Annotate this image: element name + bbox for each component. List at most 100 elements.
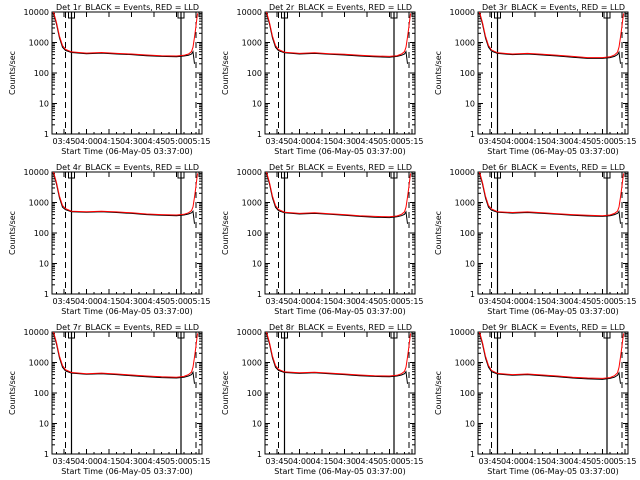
panel-7: Det 7r_BLACK = Events, RED = LLD 1 10 100 10… — [8, 323, 211, 476]
panel-1: Det 1r_BLACK = Events, RED = LLD 1 10 100 10… — [8, 3, 211, 156]
segment-marker — [494, 332, 501, 339]
x-tick-label: 04:15 — [97, 457, 120, 466]
y-tick-label: 100 — [247, 389, 262, 398]
panel-title: Det 9r_BLACK = Events, RED = LLD — [482, 323, 625, 332]
x-axis-label: Start Time (06-May-05 03:37:00) — [61, 147, 192, 156]
panel-title: Det 2r_BLACK = Events, RED = LLD — [269, 3, 412, 12]
y-tick-label: 10000 — [450, 168, 475, 177]
series-line-lld — [266, 332, 411, 377]
x-tick-label: 05:00 — [378, 137, 401, 146]
y-tick-label: 1 — [44, 450, 49, 459]
y-tick-label: 100 — [460, 69, 475, 78]
x-tick-label: 05:00 — [591, 457, 614, 466]
x-tick-label: 04:15 — [97, 137, 120, 146]
y-tick-label: 10 — [252, 260, 262, 269]
segment-marker — [390, 172, 398, 179]
x-tick-label: 05:15 — [187, 297, 210, 306]
y-tick-label: 10000 — [237, 168, 262, 177]
x-tick-label: 05:00 — [165, 457, 188, 466]
x-tick-label: 04:45 — [355, 137, 378, 146]
x-tick-label: 04:45 — [142, 297, 165, 306]
series-line-lld — [53, 172, 198, 216]
segment-marker — [390, 12, 398, 19]
series-line-lld — [266, 172, 411, 218]
x-tick-label: 04:15 — [523, 457, 546, 466]
x-tick-label: 05:15 — [613, 457, 636, 466]
y-axis-label: Counts/sec — [221, 371, 230, 415]
panel-title: Det 6r_BLACK = Events, RED = LLD — [482, 163, 625, 172]
segment-marker — [281, 12, 288, 19]
series-line-lld — [53, 12, 198, 57]
x-axis-label: Start Time (06-May-05 03:37:00) — [487, 467, 618, 476]
panel-title: Det 4r_BLACK = Events, RED = LLD — [56, 163, 199, 172]
panel-title: Det 5r_BLACK = Events, RED = LLD — [269, 163, 412, 172]
x-tick-label: 04:30 — [120, 297, 143, 306]
y-tick-label: 1 — [470, 290, 475, 299]
y-axis-label: Counts/sec — [221, 211, 230, 255]
series-line-events — [53, 173, 195, 224]
y-tick-label: 1000 — [242, 359, 262, 368]
segment-marker — [68, 12, 75, 19]
y-tick-label: 1 — [44, 130, 49, 139]
y-tick-label: 10000 — [237, 8, 262, 17]
x-tick-label: 04:15 — [310, 137, 333, 146]
x-tick-label: 04:15 — [523, 137, 546, 146]
y-tick-label: 1000 — [242, 199, 262, 208]
x-tick-label: 04:00 — [288, 457, 311, 466]
y-axis-label: Counts/sec — [221, 51, 230, 95]
x-tick-label: 04:30 — [333, 137, 356, 146]
x-tick-label: 03:45 — [478, 137, 501, 146]
y-tick-label: 1000 — [242, 39, 262, 48]
x-tick-label: 05:15 — [613, 137, 636, 146]
y-tick-label: 100 — [34, 229, 49, 238]
x-tick-label: 04:15 — [310, 457, 333, 466]
y-axis-label: Counts/sec — [434, 211, 443, 255]
x-axis-label: Start Time (06-May-05 03:37:00) — [274, 467, 405, 476]
y-tick-label: 1 — [257, 290, 262, 299]
panel-title: Det 1r_BLACK = Events, RED = LLD — [56, 3, 199, 12]
x-tick-label: 04:30 — [546, 297, 569, 306]
x-tick-label: 04:45 — [568, 457, 591, 466]
x-tick-label: 04:00 — [501, 297, 524, 306]
panel-title: Det 7r_BLACK = Events, RED = LLD — [56, 323, 199, 332]
y-tick-label: 100 — [247, 69, 262, 78]
y-axis-label: Counts/sec — [8, 211, 17, 255]
series-line-events — [53, 333, 195, 384]
series-line-lld — [53, 332, 198, 378]
x-axis-label: Start Time (06-May-05 03:37:00) — [274, 307, 405, 316]
x-tick-label: 04:00 — [75, 137, 98, 146]
x-tick-label: 04:30 — [546, 457, 569, 466]
x-tick-label: 03:45 — [52, 297, 75, 306]
series-line-events — [266, 173, 408, 224]
y-tick-label: 10000 — [450, 8, 475, 17]
plot-frame — [477, 331, 629, 455]
x-tick-label: 04:45 — [568, 297, 591, 306]
plot-frame — [264, 171, 416, 295]
series-line-lld — [266, 12, 411, 57]
x-tick-label: 04:45 — [355, 297, 378, 306]
segment-marker — [281, 332, 288, 339]
x-tick-label: 05:00 — [378, 297, 401, 306]
plot-frame — [477, 171, 629, 295]
x-tick-label: 04:30 — [120, 137, 143, 146]
x-tick-label: 05:00 — [591, 297, 614, 306]
x-tick-label: 04:45 — [142, 457, 165, 466]
x-tick-label: 04:15 — [97, 297, 120, 306]
panel-9: Det 9r_BLACK = Events, RED = LLD 1 10 100 10… — [434, 323, 637, 476]
panel-3: Det 3r_BLACK = Events, RED = LLD 1 10 100 10… — [434, 3, 637, 156]
y-tick-label: 100 — [460, 229, 475, 238]
x-tick-label: 04:30 — [546, 137, 569, 146]
y-tick-label: 1000 — [29, 39, 49, 48]
segment-marker — [177, 12, 185, 19]
x-tick-label: 03:45 — [52, 137, 75, 146]
x-tick-label: 05:00 — [165, 297, 188, 306]
panel-8: Det 8r_BLACK = Events, RED = LLD 1 10 100 10… — [221, 323, 424, 476]
plot-frame — [51, 331, 203, 455]
panel-2: Det 2r_BLACK = Events, RED = LLD 1 10 100 10… — [221, 3, 424, 156]
segment-marker — [603, 12, 611, 19]
x-axis-label: Start Time (06-May-05 03:37:00) — [61, 307, 192, 316]
plot-frame — [264, 331, 416, 455]
x-tick-label: 05:15 — [187, 457, 210, 466]
series-line-events — [479, 13, 621, 64]
y-tick-label: 1 — [470, 130, 475, 139]
